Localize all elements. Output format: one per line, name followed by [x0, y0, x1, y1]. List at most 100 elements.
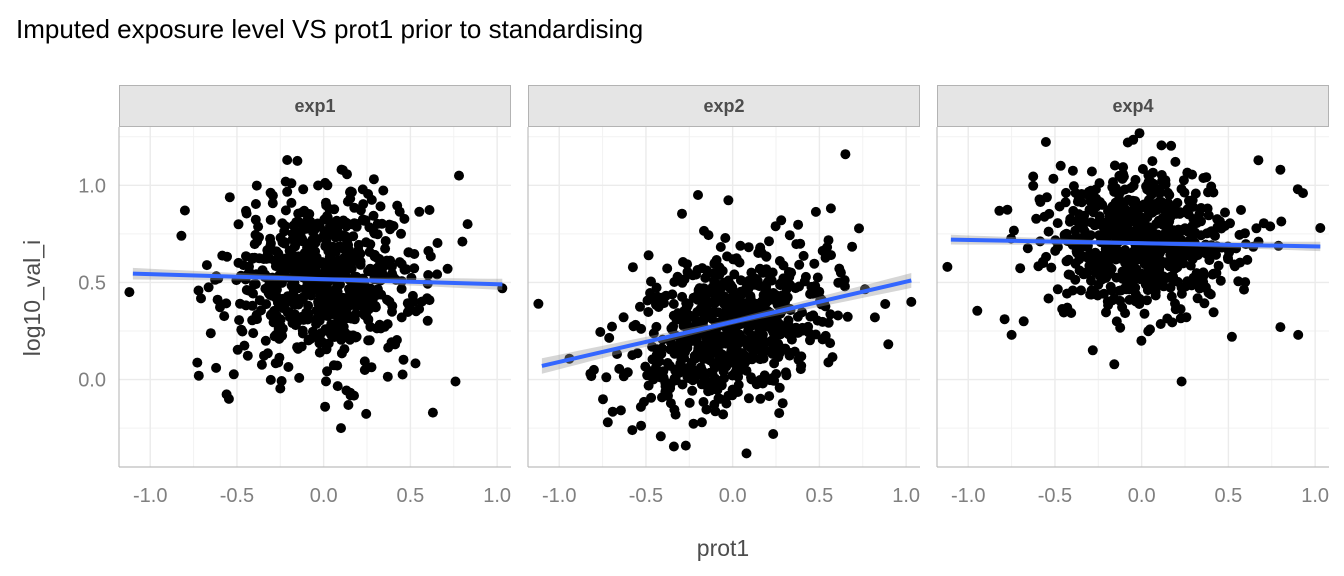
data-point — [311, 313, 322, 324]
data-point — [585, 368, 596, 379]
data-point — [805, 289, 816, 299]
data-point — [271, 310, 282, 321]
data-point — [1066, 308, 1077, 318]
data-point — [292, 155, 303, 166]
data-point — [290, 299, 300, 310]
data-point — [1215, 275, 1226, 286]
data-point — [398, 354, 409, 365]
data-point — [1184, 195, 1194, 206]
data-point — [741, 448, 752, 459]
data-point — [1164, 190, 1175, 200]
data-point — [1089, 287, 1100, 298]
data-point — [339, 310, 350, 321]
data-point — [253, 221, 264, 232]
data-point — [124, 287, 135, 298]
data-point — [314, 347, 325, 358]
data-point — [1212, 222, 1223, 233]
data-point — [1117, 266, 1128, 277]
data-point — [283, 362, 294, 372]
data-point — [259, 350, 269, 361]
data-point — [1178, 175, 1189, 186]
data-point — [698, 397, 709, 407]
data-point — [820, 330, 831, 341]
data-point — [1044, 208, 1055, 219]
data-point — [730, 254, 740, 265]
data-point — [1143, 259, 1154, 270]
strip-background — [937, 85, 1329, 127]
data-point — [1111, 272, 1122, 283]
data-point — [1081, 268, 1092, 279]
data-point — [287, 228, 298, 239]
data-point — [669, 373, 680, 384]
data-point — [601, 372, 612, 383]
data-point — [329, 204, 340, 215]
data-point — [669, 277, 680, 287]
data-point — [880, 299, 891, 309]
data-point — [684, 397, 695, 408]
data-point — [602, 417, 613, 428]
data-point — [328, 360, 339, 371]
strip-label: exp4 — [1112, 96, 1153, 116]
data-point — [1105, 250, 1116, 261]
data-point — [286, 197, 297, 208]
data-point — [217, 250, 228, 261]
data-point — [256, 305, 266, 316]
data-point — [732, 339, 743, 350]
panels-layer: exp1 -1.0 -0.5 0.0 0.5 1.0 exp2 -1.0 -0.5 0.0 0.5 1… — [118, 85, 1329, 507]
data-point — [298, 184, 309, 195]
data-point — [668, 299, 679, 309]
data-point — [1275, 164, 1286, 175]
data-point — [427, 407, 438, 418]
data-point — [687, 270, 698, 281]
data-point — [1043, 226, 1054, 237]
data-point — [205, 328, 216, 339]
data-point — [276, 376, 287, 386]
data-point — [1120, 225, 1131, 236]
data-point — [1165, 249, 1176, 260]
data-point — [1211, 249, 1221, 260]
data-point — [1143, 205, 1154, 216]
data-point — [256, 359, 267, 370]
data-point — [686, 357, 697, 368]
data-point — [297, 224, 308, 235]
data-point — [1114, 248, 1125, 259]
data-point — [247, 252, 258, 263]
data-point — [1070, 225, 1081, 236]
data-point — [378, 185, 389, 196]
data-point — [192, 357, 203, 368]
data-point — [683, 299, 694, 310]
data-point — [827, 352, 838, 363]
x-tick-label: 0.0 — [1128, 485, 1156, 507]
data-point — [784, 350, 795, 361]
data-point — [726, 346, 737, 357]
data-point — [280, 221, 291, 232]
data-point — [270, 358, 281, 369]
data-point — [834, 263, 845, 274]
data-point — [869, 312, 880, 323]
data-point — [810, 329, 821, 340]
data-point — [1148, 227, 1159, 238]
data-point — [345, 186, 356, 197]
data-point — [1074, 254, 1085, 265]
data-point — [341, 217, 352, 228]
data-point — [666, 323, 677, 334]
data-point — [766, 313, 777, 324]
data-point — [657, 343, 667, 354]
data-point — [1127, 253, 1137, 264]
data-point — [847, 241, 858, 252]
data-point — [657, 392, 667, 403]
data-point — [275, 383, 286, 394]
data-point — [598, 394, 608, 405]
data-point — [670, 365, 681, 376]
x-tick-label: -0.5 — [1038, 485, 1072, 507]
data-point — [764, 391, 775, 402]
data-point — [722, 325, 733, 336]
data-point — [1114, 170, 1125, 181]
data-point — [627, 262, 638, 273]
data-point — [339, 344, 350, 355]
data-point — [696, 417, 707, 428]
data-point — [757, 267, 768, 278]
points-exp2 — [533, 149, 917, 459]
data-point — [746, 267, 757, 278]
data-point — [1199, 298, 1210, 309]
